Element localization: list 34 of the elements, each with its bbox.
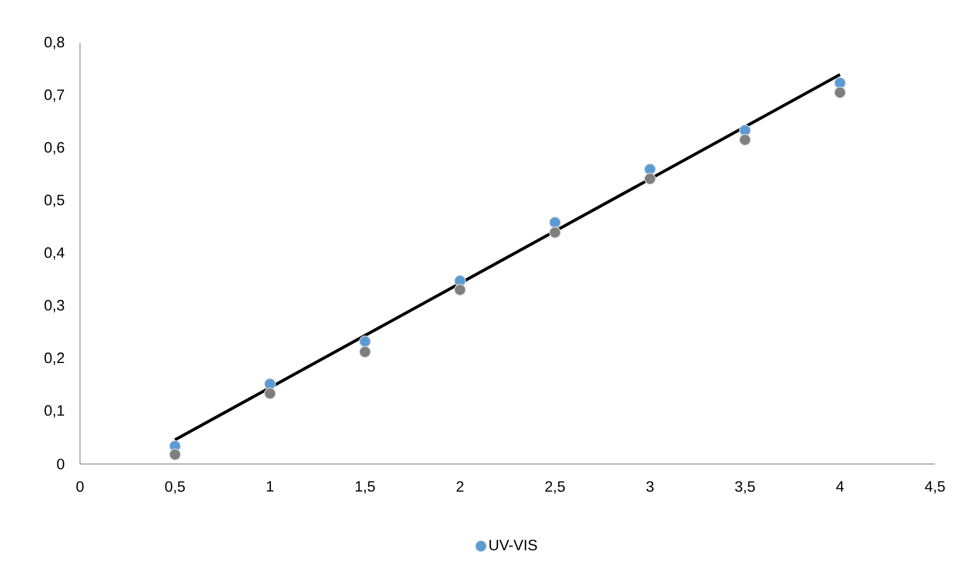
x-tick-label: 2 — [456, 481, 464, 492]
x-tick-label: 3,5 — [735, 481, 755, 494]
point — [644, 163, 656, 176]
y-tick-label: 0,6 — [44, 142, 64, 154]
x-tick-label: 1 — [266, 481, 274, 492]
x-tick-label: 0,5 — [165, 481, 185, 494]
x-tick-label: 3 — [646, 481, 654, 492]
point — [454, 284, 466, 296]
point — [834, 77, 846, 89]
y-tick-label: 0,8 — [44, 36, 64, 50]
x-tick-label: 1,5 — [356, 481, 375, 494]
x-tick-label: 0 — [76, 481, 84, 492]
y-tick-label: 0,4 — [44, 247, 64, 260]
point — [644, 172, 656, 185]
point — [359, 335, 371, 348]
point — [264, 378, 276, 390]
point — [549, 226, 561, 238]
x-tick-label: 4 — [836, 481, 844, 492]
x-tick-label: 4,5 — [924, 481, 945, 494]
point — [549, 216, 561, 228]
y-tick-label: 0,1 — [44, 405, 64, 418]
x-tick-label: 2,5 — [545, 481, 565, 494]
legend-label: UV-VIS — [490, 540, 537, 550]
y-tick-label: 0 — [57, 458, 64, 470]
point — [739, 124, 751, 136]
y-tick-label: 0,7 — [44, 89, 64, 102]
point — [834, 86, 846, 98]
y-tick-label: 0,5 — [44, 194, 64, 208]
point — [264, 388, 276, 400]
point — [739, 134, 751, 146]
point — [359, 346, 371, 358]
y-tick-label: 0,3 — [44, 300, 64, 312]
y-tick-label: 0,2 — [44, 352, 64, 365]
point — [169, 448, 181, 460]
